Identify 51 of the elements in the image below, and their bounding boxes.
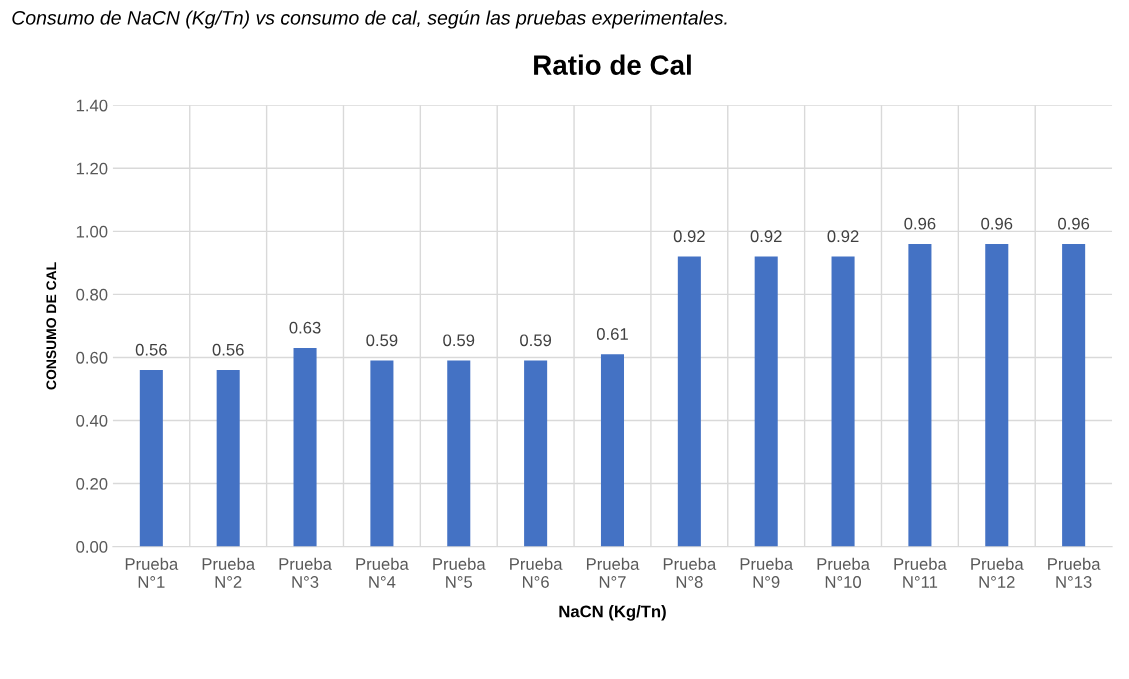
- chart-title: Ratio de Cal: [534, 54, 691, 75]
- y-tick-label: 0.60: [76, 351, 108, 364]
- bar: [293, 347, 317, 547]
- y-tick-label: 0.20: [76, 477, 108, 490]
- data-label: 0.56: [212, 343, 244, 356]
- y-axis-title: CONSUMO DE CAL: [46, 262, 57, 390]
- bar: [524, 360, 548, 547]
- x-tick-label: Prueba N°13: [1048, 557, 1101, 588]
- bar: [447, 360, 471, 547]
- bar: [908, 243, 932, 547]
- bar: [139, 370, 163, 547]
- x-tick-label: Prueba N°6: [510, 557, 563, 588]
- data-label: 0.96: [1058, 217, 1090, 230]
- data-label: 0.59: [443, 334, 475, 347]
- y-tick-label: 0.40: [76, 414, 108, 427]
- data-label: 0.96: [981, 217, 1013, 230]
- x-tick-label: Prueba N°3: [279, 557, 332, 588]
- bar: [216, 370, 240, 547]
- x-tick-label: Prueba N°8: [663, 557, 717, 588]
- data-label: 0.92: [673, 230, 705, 243]
- x-tick-label: Prueba N°5: [433, 557, 486, 588]
- data-label: 0.92: [827, 230, 859, 243]
- x-tick-label: Prueba N°2: [202, 557, 256, 588]
- x-tick-label: Prueba N°4: [356, 557, 409, 588]
- data-label: 0.59: [520, 334, 552, 347]
- x-tick-label: Prueba N°12: [971, 557, 1024, 588]
- data-label: 0.56: [135, 343, 167, 356]
- data-label: 0.92: [750, 230, 782, 243]
- data-label: 0.59: [366, 334, 398, 347]
- x-tick-label: Prueba N°9: [740, 557, 794, 588]
- bar: [985, 243, 1009, 547]
- y-tick-label: 0.80: [76, 288, 108, 301]
- bar: [677, 256, 701, 547]
- y-tick-label: 1.40: [76, 99, 108, 112]
- bar: [754, 256, 778, 547]
- data-label: 0.63: [289, 321, 321, 334]
- y-tick-label: 1.20: [76, 162, 108, 175]
- bar: [600, 354, 625, 547]
- data-label: 0.96: [904, 217, 936, 230]
- x-tick-label: Prueba N°7: [586, 557, 640, 588]
- x-tick-label: Prueba N°10: [817, 557, 870, 588]
- data-label: 0.61: [596, 328, 628, 340]
- text: Consumo de NaCN (Kg/Tn) vs consumo de cal, según las pruebas experimentales.: [12, 10, 727, 29]
- bar: [370, 360, 394, 547]
- bar: [831, 256, 855, 547]
- bar: [1062, 243, 1086, 547]
- y-tick-label: 1.00: [76, 225, 108, 238]
- x-tick-label: Prueba N°11: [894, 557, 947, 588]
- x-axis-title: NaCN (Kg/Tn): [559, 605, 666, 621]
- x-tick-label: Prueba N°1: [125, 557, 179, 588]
- y-tick-label: 0.00: [76, 541, 108, 553]
